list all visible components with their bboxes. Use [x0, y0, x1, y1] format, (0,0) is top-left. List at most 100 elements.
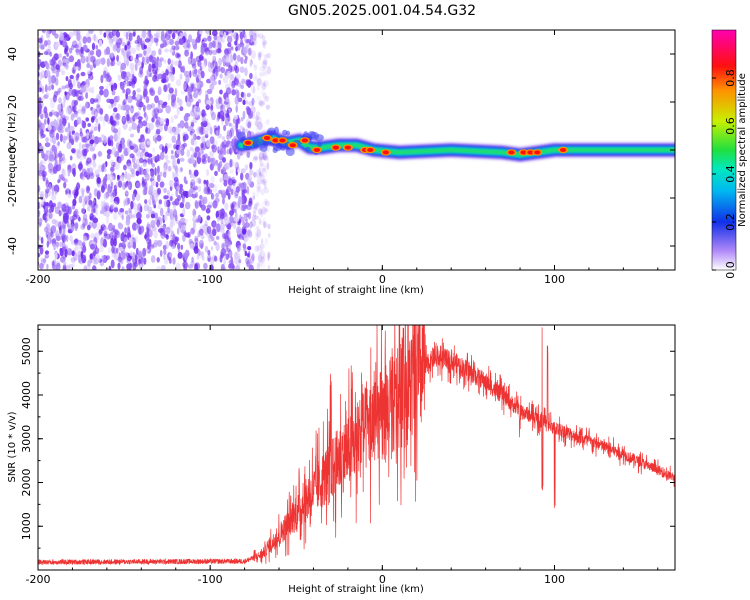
noise-speck	[112, 212, 118, 221]
noise-speck	[117, 95, 120, 102]
noise-speck	[101, 255, 104, 261]
noise-speck	[150, 219, 156, 229]
noise-speck	[134, 254, 138, 264]
noise-speck	[230, 46, 234, 51]
noise-speck	[113, 247, 117, 255]
noise-speck	[86, 224, 91, 231]
noise-speck	[68, 134, 72, 144]
noise-speck	[261, 59, 265, 65]
noise-speck	[102, 177, 107, 185]
noise-speck	[150, 170, 155, 177]
noise-speck	[199, 127, 204, 136]
noise-speck	[96, 189, 102, 198]
y-tick-label: -20	[6, 189, 19, 207]
noise-speck	[167, 93, 171, 101]
noise-speck	[177, 123, 181, 129]
noise-speck	[256, 116, 262, 124]
spectral-peak	[508, 150, 515, 155]
noise-speck	[176, 53, 181, 58]
noise-speck	[110, 204, 115, 210]
noise-speck	[51, 238, 57, 247]
noise-speck	[46, 263, 49, 270]
noise-speck	[40, 128, 44, 136]
noise-speck	[217, 41, 222, 51]
noise-speck	[184, 121, 189, 129]
noise-speck	[246, 151, 251, 159]
noise-speck	[154, 167, 157, 176]
noise-speck	[80, 243, 86, 252]
noise-speck	[185, 95, 188, 103]
noise-speck	[148, 209, 153, 215]
noise-speck	[144, 52, 149, 58]
noise-speck	[252, 205, 257, 213]
noise-speck	[249, 72, 253, 80]
noise-speck	[190, 138, 195, 146]
noise-speck	[109, 61, 114, 67]
noise-speck	[206, 88, 213, 95]
noise-speck	[45, 188, 50, 194]
noise-speck	[77, 240, 83, 246]
noise-speck	[71, 250, 75, 257]
noise-speck	[103, 226, 109, 231]
noise-speck	[113, 30, 117, 35]
noise-speck	[52, 166, 58, 174]
noise-speck	[163, 215, 168, 221]
noise-speck	[220, 248, 227, 257]
noise-speck	[86, 186, 91, 192]
noise-speck	[67, 107, 71, 114]
noise-speck	[51, 185, 56, 191]
ridge-blob	[272, 147, 278, 154]
noise-speck	[167, 83, 171, 89]
noise-speck	[45, 30, 51, 39]
noise-speck	[137, 250, 142, 259]
noise-speck	[171, 94, 177, 103]
noise-speck	[171, 201, 177, 206]
noise-speck	[64, 63, 68, 68]
noise-speck	[116, 120, 120, 126]
noise-speck	[204, 245, 209, 253]
noise-speck	[103, 233, 108, 239]
noise-speck	[206, 139, 211, 148]
noise-speck	[230, 123, 235, 131]
noise-speck	[236, 226, 242, 235]
noise-speck	[151, 244, 155, 249]
noise-speck	[177, 252, 183, 260]
noise-speck	[124, 104, 131, 112]
noise-speck	[267, 251, 272, 260]
noise-speck	[162, 171, 167, 178]
noise-speck	[102, 70, 107, 79]
noise-speck	[167, 58, 171, 65]
noise-speck	[142, 178, 147, 187]
noise-speck	[93, 257, 98, 262]
noise-speck	[117, 223, 124, 230]
noise-speck	[229, 127, 234, 137]
noise-speck	[62, 245, 66, 251]
noise-speck	[139, 37, 143, 46]
noise-speck	[175, 189, 178, 197]
snr-xlabel: Height of straight line (km)	[288, 584, 424, 595]
noise-speck	[44, 142, 51, 148]
y-tick-label: 3000	[20, 425, 33, 453]
noise-speck	[120, 62, 127, 71]
noise-speck	[116, 113, 119, 119]
noise-speck	[126, 113, 130, 122]
noise-speck	[167, 165, 172, 172]
noise-speck	[229, 168, 234, 175]
noise-speck	[113, 206, 119, 213]
noise-speck	[255, 111, 261, 117]
noise-speck	[232, 220, 237, 230]
noise-speck	[128, 207, 132, 213]
y-tick-label: -40	[6, 237, 19, 255]
noise-speck	[255, 201, 261, 206]
noise-speck	[75, 49, 80, 56]
noise-speck	[128, 210, 133, 220]
noise-speck	[132, 114, 136, 122]
noise-speck	[100, 236, 104, 246]
noise-speck	[48, 212, 53, 219]
noise-speck	[167, 34, 171, 39]
spectral-peak	[367, 148, 374, 152]
noise-speck	[69, 125, 75, 132]
noise-speck	[102, 208, 107, 216]
noise-speck	[212, 200, 218, 209]
